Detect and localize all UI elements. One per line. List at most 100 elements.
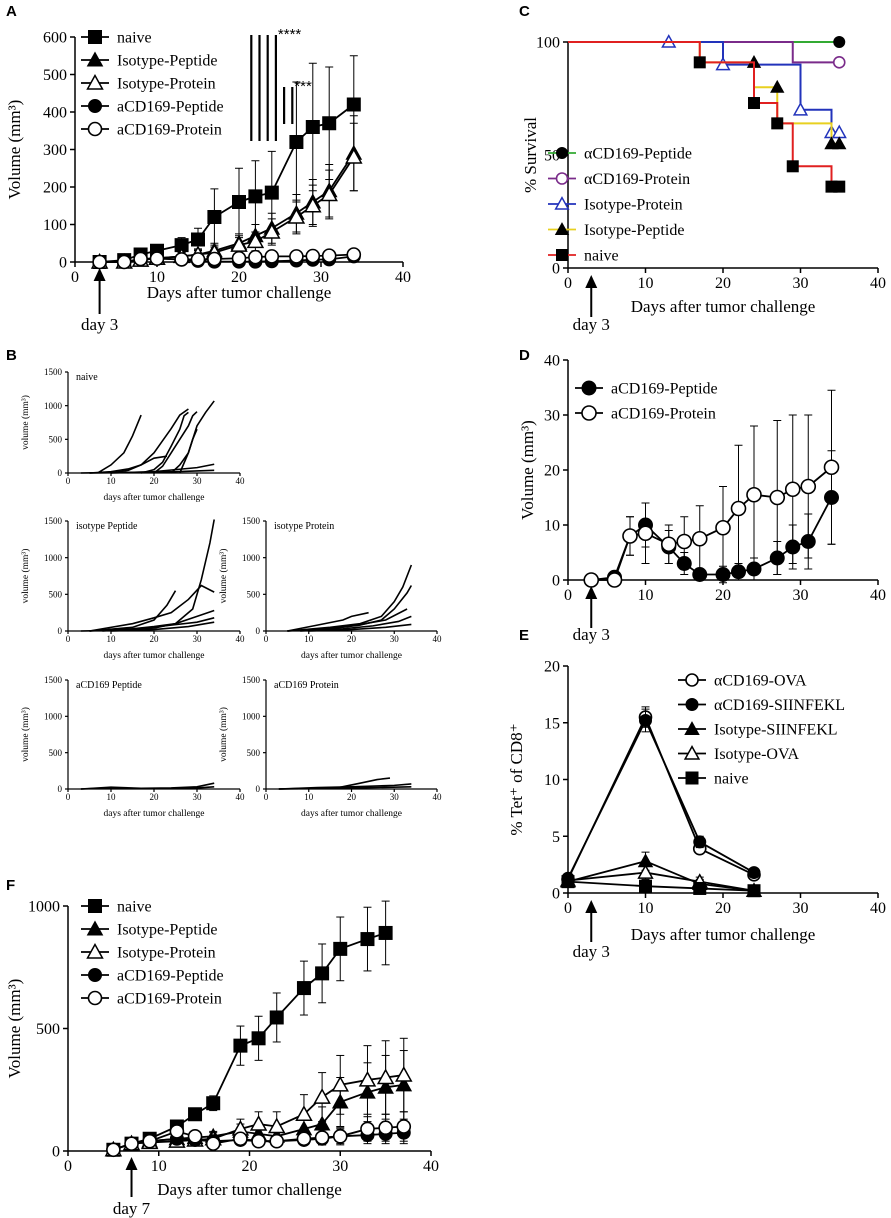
data-point	[346, 247, 362, 262]
legend-label: Isotype-Protein	[117, 76, 216, 93]
legend-marker	[86, 73, 104, 90]
x-tick-label: 20	[347, 792, 357, 802]
subplot-acd169-protein: 0 10 20 30 40 0 500 1000 1500 days after tumor ch…	[218, 675, 442, 819]
data-point	[561, 875, 575, 889]
y-tick-label: 500	[36, 1021, 60, 1038]
x-axis-label: days after tumor challenge	[301, 808, 402, 819]
data-point	[289, 249, 304, 264]
data-point	[331, 1075, 349, 1092]
individual-mouse-line	[287, 608, 408, 632]
significance-label: ****	[278, 26, 302, 43]
survival-marker	[770, 79, 785, 93]
panel-letter-f: F	[6, 877, 15, 894]
individual-mouse-line	[153, 411, 198, 474]
day-arrow-head	[585, 275, 598, 288]
legend-marker	[88, 30, 102, 44]
y-tick-label: 30	[544, 408, 560, 425]
legend-label: aCD169-Peptide	[611, 381, 718, 398]
x-tick-label: 10	[304, 634, 314, 644]
series-acd169-protein	[92, 247, 362, 270]
data-point	[207, 251, 222, 267]
legend-entry-isotype-peptide: Isotype-Peptide	[81, 51, 217, 70]
legend-marker	[556, 147, 568, 159]
survival-curve-naive	[568, 41, 846, 193]
x-tick-label: 40	[433, 634, 443, 644]
x-tick-label: 0	[66, 634, 71, 644]
legend-entry-cd169-protein: αCD169-Protein	[548, 171, 690, 188]
y-tick-label: 1000	[28, 899, 60, 916]
day-arrow-head	[125, 1157, 138, 1170]
panel-d-acd169-volume-chart: 0 10 20 30 40 0 10 20 30 40 Volume (mm³) day 3 aCD16…	[518, 353, 886, 644]
data-point	[746, 561, 762, 577]
x-tick-label: 30	[332, 1158, 348, 1175]
data-point	[691, 530, 708, 547]
y-axis-label: volume (mm³)	[218, 549, 229, 604]
data-point	[622, 528, 638, 544]
data-point	[142, 1133, 157, 1149]
x-tick-label: 10	[107, 634, 117, 644]
data-point	[169, 1124, 185, 1139]
y-axis-label: % Tet⁺ of CD8⁺	[507, 723, 526, 835]
x-tick-label: 0	[66, 476, 71, 486]
data-point	[295, 1105, 313, 1121]
legend-entry-naive: naive	[678, 771, 749, 788]
x-tick-label: 20	[150, 792, 160, 802]
survival-marker	[786, 160, 799, 173]
day-arrow-head	[585, 900, 598, 913]
data-point	[116, 254, 132, 270]
x-tick-label: 20	[715, 275, 731, 292]
x-tick-label: 40	[433, 792, 443, 802]
x-tick-label: 20	[715, 587, 731, 604]
day-arrow-label: day 3	[573, 942, 610, 961]
individual-mouse-line	[89, 469, 215, 474]
legend-marker	[88, 968, 102, 982]
series-naive	[561, 875, 761, 898]
y-axis-label: % Survival	[521, 117, 540, 193]
data-point	[747, 866, 761, 880]
subplot-isotype-peptide: 0 10 20 30 40 0 500 1000 1500 days after tumor ch…	[20, 516, 245, 661]
x-axis-label: Days after tumor challenge	[147, 283, 332, 302]
data-point	[305, 120, 320, 134]
survival-marker	[748, 97, 760, 110]
day-arrow-label: day 3	[573, 315, 610, 334]
data-point	[715, 519, 731, 536]
legend-marker	[86, 51, 104, 67]
data-point	[289, 135, 304, 149]
legend-entry-acd169-protein: aCD169-Protein	[81, 122, 222, 139]
data-point	[396, 1119, 412, 1134]
y-tick-label: 500	[49, 434, 63, 444]
data-point	[660, 536, 677, 553]
data-point	[676, 533, 693, 550]
legend-entry-acd169-protein: aCD169-Protein	[575, 405, 716, 423]
y-tick-label: 600	[43, 30, 67, 47]
x-tick-label: 10	[107, 476, 117, 486]
data-point	[360, 1121, 375, 1137]
survival-marker	[693, 56, 706, 69]
day-arrow-label: day 7	[113, 1199, 151, 1218]
legend-entry-naive: naive	[81, 30, 152, 47]
legend-marker	[88, 899, 102, 913]
y-tick-label: 0	[58, 468, 63, 478]
y-tick-label: 1000	[44, 711, 63, 721]
panel-letter-e: E	[519, 627, 529, 644]
y-tick-label: 10	[544, 772, 560, 789]
y-tick-label: 20	[544, 463, 560, 480]
legend-marker	[87, 121, 103, 137]
legend-entry-naive: naive	[548, 248, 619, 265]
data-point	[207, 210, 222, 224]
data-point	[296, 1131, 312, 1147]
legend-marker	[685, 698, 699, 711]
x-tick-label: 0	[264, 792, 269, 802]
individual-mouse-line	[102, 617, 215, 632]
data-point	[305, 248, 321, 264]
legend-label: Isotype-OVA	[714, 746, 799, 763]
y-tick-label: 50	[544, 148, 560, 165]
series-line	[567, 871, 755, 892]
x-axis-label: days after tumor challenge	[301, 650, 402, 661]
y-tick-label: 100	[43, 217, 67, 234]
y-tick-label: 1000	[44, 401, 63, 411]
panel-letter-c: C	[519, 3, 530, 20]
x-tick-label: 0	[71, 269, 79, 286]
legend-label: Isotype-Peptide	[117, 53, 217, 70]
